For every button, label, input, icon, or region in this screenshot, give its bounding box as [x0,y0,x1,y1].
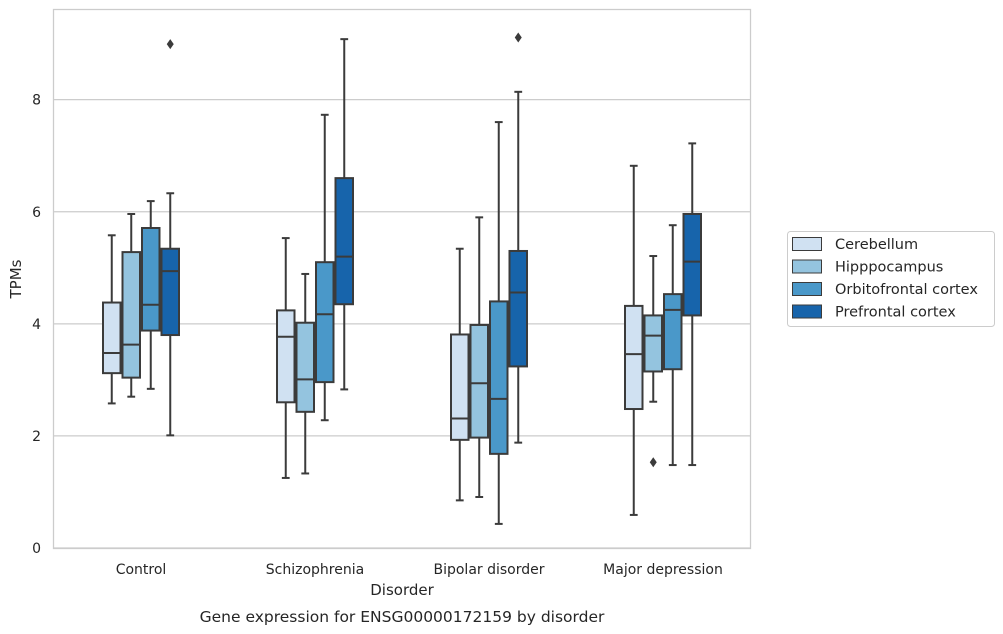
legend-label: Prefrontal cortex [835,305,956,321]
box-body [682,212,702,317]
y-tick-label: 4 [32,317,41,333]
outlier-point [514,32,522,43]
x-axis-label: Disorder [370,581,434,599]
box-3-2 [663,224,683,467]
box-body [315,261,335,384]
outlier-point [166,39,174,50]
y-tick-label: 6 [32,205,41,221]
box-2-2 [489,121,509,525]
y-tick-label: 0 [32,541,41,557]
box-layer [102,32,702,525]
box-3-1 [643,255,663,468]
box-3-0 [624,164,644,516]
box-body [508,249,528,368]
legend-frame [787,231,995,327]
legend-label: Orbitofrontal cortex [835,282,978,298]
legend-item: Orbitofrontal cortex [792,282,978,298]
box-1-2 [315,113,335,422]
legend: Cerebellum Hipppocampus Orbitofrontal cort… [787,231,995,327]
box-body [489,300,509,455]
legend-swatch [792,259,822,274]
legend-swatch [792,237,822,251]
box-body [450,333,470,441]
figure-caption: Gene expression for ENSG00000172159 by d… [200,608,605,626]
box-body [276,309,296,404]
box-0-3 [160,39,180,437]
plot-area-frame [52,8,752,550]
box-body [334,177,354,306]
box-1-1 [295,272,315,475]
box-body [141,227,161,332]
box-0-0 [102,234,122,405]
x-tick-label: Control [116,562,167,578]
box-body [663,293,683,371]
box-2-3 [508,32,528,444]
box-2-0 [450,247,470,502]
box-body [469,323,489,439]
legend-label: Cerebellum [835,237,918,253]
legend-item: Cerebellum [792,237,918,253]
box-body [643,314,663,373]
legend-item: Hipppocampus [792,259,943,276]
x-tick-label: Major depression [603,562,723,578]
y-tick-label: 2 [32,429,41,445]
y-tick-label: 8 [32,93,41,109]
x-tick-label: Schizophrenia [266,562,364,578]
box-body [102,301,122,375]
box-1-0 [276,237,296,479]
box-body [624,304,644,411]
box-2-1 [469,216,489,499]
outlier-point [649,457,657,468]
legend-item: Prefrontal cortex [792,304,956,321]
box-0-2 [141,200,161,390]
box-body [295,321,315,413]
tick-labels: 0 2 4 6 8 Control Schizophrenia Bipolar disorde… [32,93,723,578]
box-3-3 [682,142,702,467]
box-1-3 [334,38,354,391]
legend-swatch [792,282,822,296]
box-body [121,251,141,379]
legend-swatch [792,304,822,319]
box-0-1 [121,212,141,398]
x-tick-label: Bipolar disorder [433,562,544,578]
box-body [160,247,180,337]
y-axis-label: TPMs [7,259,25,299]
legend-label: Hipppocampus [835,260,943,276]
